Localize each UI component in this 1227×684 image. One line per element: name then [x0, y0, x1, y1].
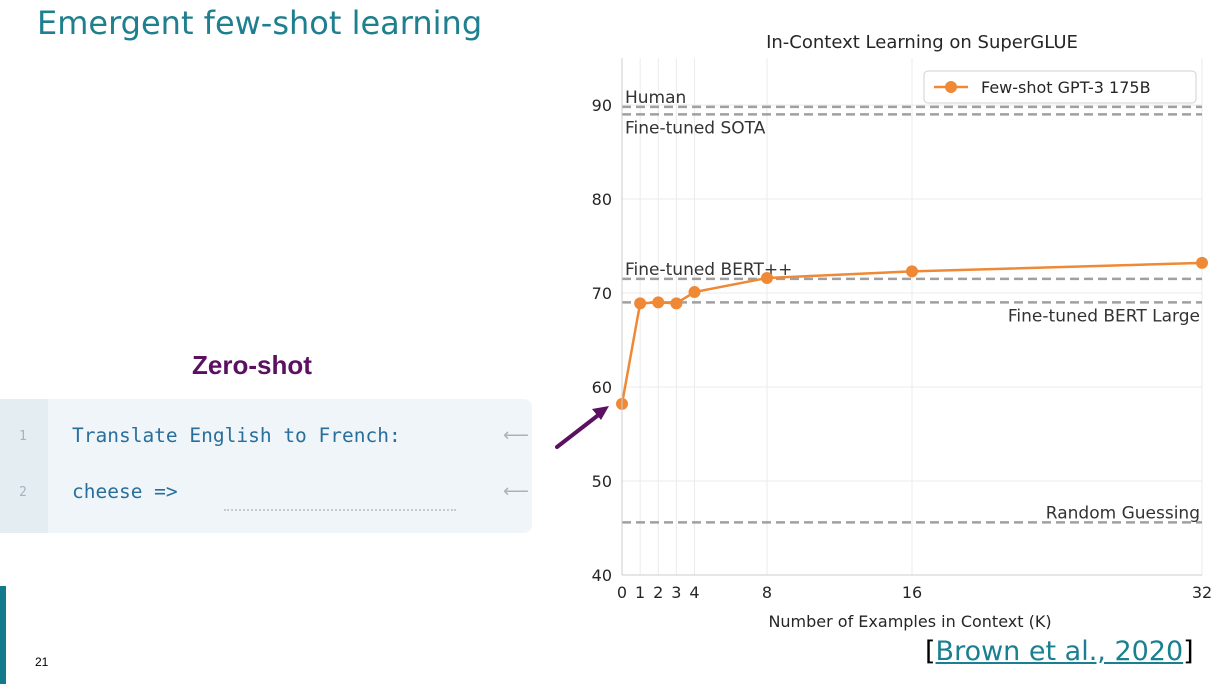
accent-bar: [0, 586, 6, 684]
data-point: [652, 296, 665, 309]
data-point: [688, 286, 701, 299]
legend-label: Few-shot GPT-3 175B: [981, 78, 1151, 97]
legend-marker-swatch: [945, 81, 957, 93]
citation-close-bracket: ]: [1183, 636, 1194, 667]
zero-shot-heading: Zero-shot: [192, 350, 312, 380]
legend-box: [923, 70, 1197, 104]
citation-open-bracket: [: [925, 636, 936, 667]
reference-line-label: Fine-tuned BERT Large: [1008, 306, 1200, 326]
x-tick-label: 32: [1192, 583, 1212, 602]
x-tick-label: 8: [762, 583, 772, 602]
chart-title: In-Context Learning on SuperGLUE: [766, 32, 1078, 53]
left-arrow-icon: ⟵: [503, 425, 529, 446]
line-number-1: 1: [19, 429, 27, 444]
y-tick-label: 40: [592, 566, 612, 585]
data-point: [670, 297, 683, 310]
page-number: 21: [35, 655, 49, 669]
y-tick-label: 70: [592, 284, 612, 303]
line-number-2: 2: [19, 485, 27, 500]
x-tick-label: 3: [671, 583, 681, 602]
answer-blank-underline: [224, 509, 456, 511]
citation: [Brown et al., 2020]: [925, 636, 1194, 667]
reference-line-label: Random Guessing: [1046, 503, 1200, 523]
x-tick-label: 1: [635, 583, 645, 602]
y-tick-label: 60: [592, 378, 612, 397]
code-example-panel: 1 Translate English to French: 2 cheese …: [0, 399, 532, 533]
code-line-2: cheese =>: [72, 480, 178, 503]
x-tick-label: 0: [617, 583, 627, 602]
x-tick-label: 2: [653, 583, 663, 602]
data-point: [634, 297, 647, 310]
citation-link[interactable]: Brown et al., 2020: [935, 636, 1184, 667]
data-point: [906, 265, 918, 278]
x-tick-label: 4: [689, 583, 699, 602]
data-point: [761, 271, 773, 284]
y-tick-label: 90: [592, 96, 612, 115]
reference-line-label: Fine-tuned SOTA: [625, 118, 766, 138]
reference-line-label: Human: [625, 88, 686, 108]
slide-title: Emergent few-shot learning: [37, 4, 483, 42]
left-arrow-icon: ⟵: [503, 481, 529, 502]
y-tick-label: 50: [592, 472, 612, 491]
reference-line-label: Fine-tuned BERT++: [625, 260, 792, 280]
line-number-gutter: [0, 399, 48, 533]
y-tick-label: 80: [592, 190, 612, 209]
data-point: [1196, 256, 1208, 269]
pointer-arrow-icon: [555, 406, 609, 449]
x-tick-label: 16: [902, 583, 922, 602]
superglue-line-chart: In-Context Learning on SuperGLUE Human Fi…: [592, 32, 1213, 631]
x-axis-label: Number of Examples in Context (K): [768, 612, 1051, 631]
code-line-1: Translate English to French:: [72, 424, 401, 447]
